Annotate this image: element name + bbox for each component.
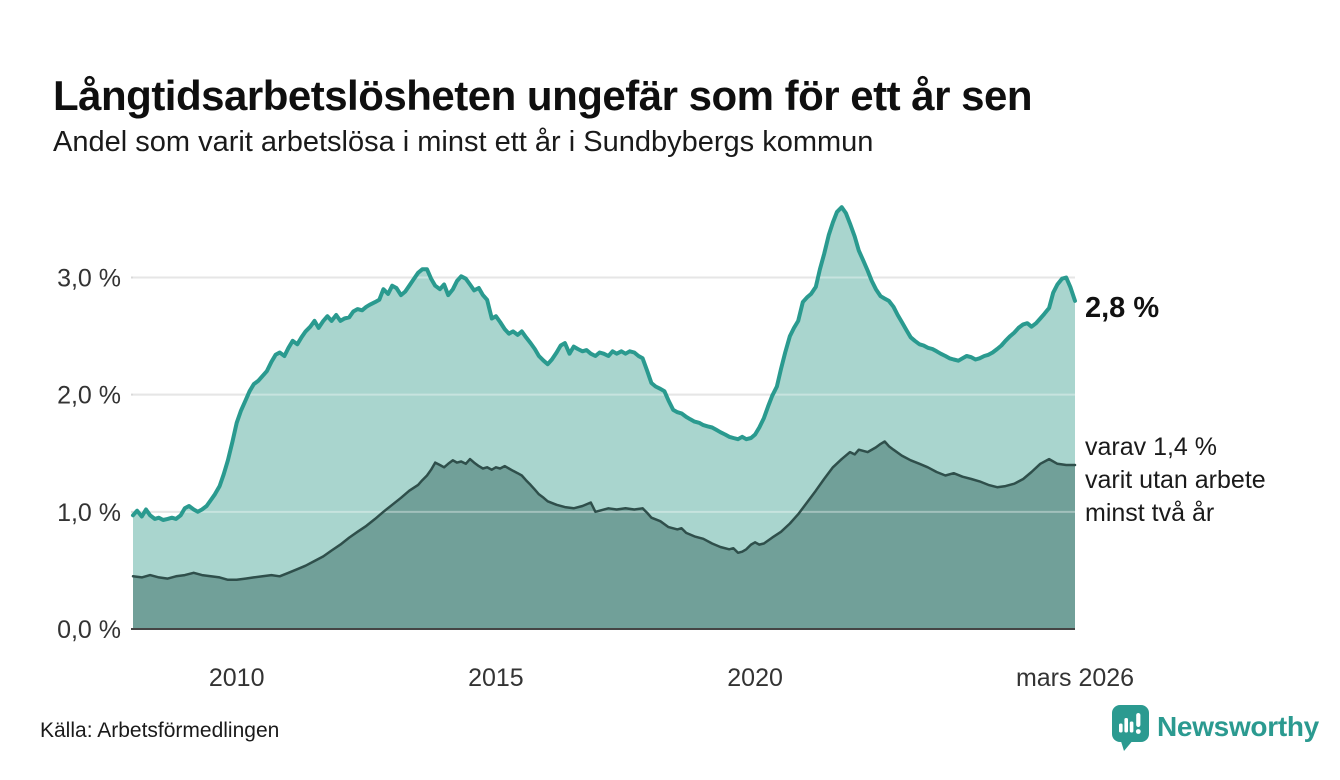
chart-subtitle: Andel som varit arbetslösa i minst ett å… [53, 126, 874, 158]
bar-1 [1119, 723, 1123, 733]
y-tick-label: 2,0 % [57, 382, 121, 410]
bar-3 [1129, 721, 1134, 733]
exclamation-dot [1135, 729, 1141, 734]
breakdown-label: varav 1,4 % varit utan arbete minst två … [1085, 431, 1266, 530]
speech-bubble-tail [1120, 738, 1134, 751]
source-label: Källa: Arbetsförmedlingen [40, 719, 280, 742]
x-tick-label: 2015 [468, 664, 524, 692]
page-title: Långtidsarbetslösheten ungefär som för e… [53, 72, 1033, 120]
exclamation-bar [1136, 713, 1141, 727]
breakdown-line: varav 1,4 % [1085, 433, 1218, 461]
latest-value-label: 2,8 % [1085, 292, 1160, 324]
bar-2 [1124, 718, 1128, 733]
x-tick-label: 2020 [727, 664, 783, 692]
newsworthy-logo[interactable]: Newsworthy [1112, 705, 1319, 753]
series-line-minst-tva-ar [131, 440, 1077, 582]
x-tick-label: mars 2026 [1016, 664, 1134, 692]
breakdown-line: minst två år [1085, 499, 1215, 527]
newsworthy-wordmark: Newsworthy [1157, 711, 1319, 742]
y-tick-label: 1,0 % [57, 499, 121, 527]
y-tick-label: 3,0 % [57, 265, 121, 293]
newsworthy-icon [1112, 705, 1149, 751]
breakdown-line: varit utan arbete [1085, 466, 1266, 494]
series-line-minst-ett-ar [131, 205, 1077, 522]
series-area-minst-tva-ar [133, 441, 1075, 629]
x-tick-label: 2010 [209, 664, 265, 692]
y-tick-label: 0,0 % [57, 616, 121, 644]
